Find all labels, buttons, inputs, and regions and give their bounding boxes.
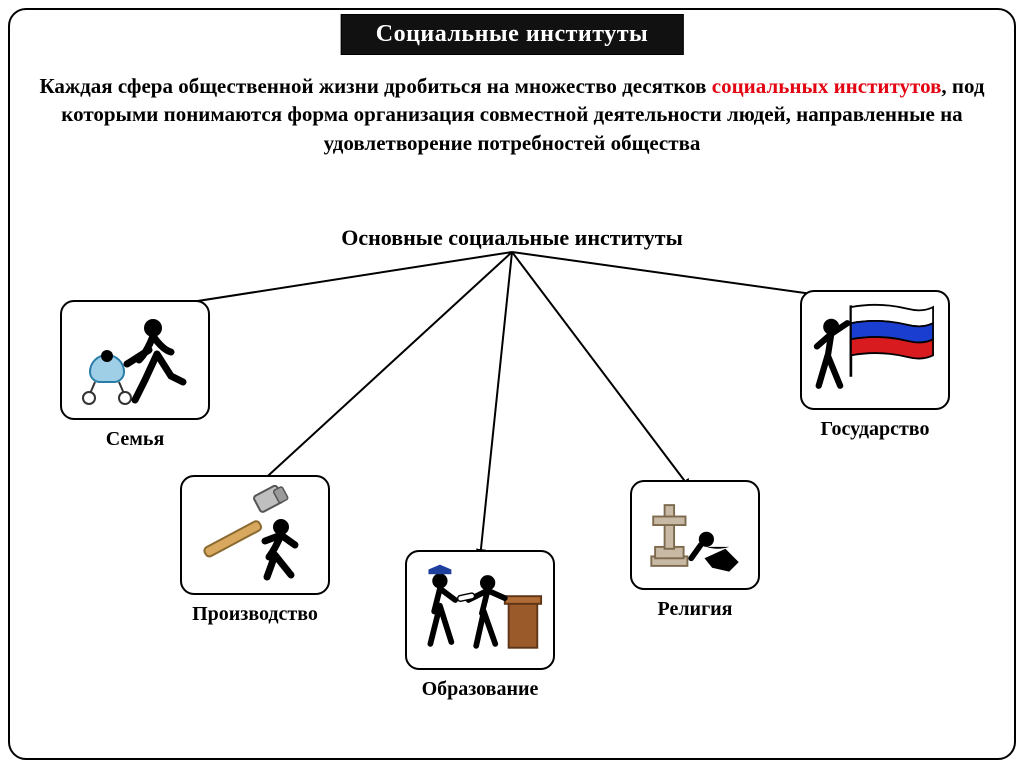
- education-icon-box: [405, 550, 555, 670]
- node-religion: Религия: [630, 480, 760, 621]
- family-label: Семья: [60, 428, 210, 451]
- title-text: Социальные институты: [376, 21, 649, 47]
- node-family: Семья: [60, 300, 210, 451]
- node-state: Государство: [800, 290, 950, 441]
- intro-prefix: Каждая сфера общественной жизни дробитьс…: [39, 74, 711, 98]
- education-icon: [413, 558, 547, 663]
- education-label: Образование: [405, 678, 555, 701]
- title-banner: Социальные институты: [341, 14, 684, 55]
- religion-icon-box: [630, 480, 760, 590]
- state-icon-box: [800, 290, 950, 410]
- religion-icon: [638, 488, 752, 583]
- node-production: Производство: [180, 475, 330, 626]
- subheading: Основные социальные институты: [341, 225, 683, 251]
- intro-text: Каждая сфера общественной жизни дробитьс…: [30, 72, 994, 157]
- intro-highlight: социальных институтов: [712, 74, 942, 98]
- religion-label: Религия: [630, 598, 760, 621]
- node-education: Образование: [405, 550, 555, 701]
- subheading-text: Основные социальные институты: [341, 225, 683, 250]
- production-icon: [190, 485, 320, 585]
- state-label: Государство: [800, 418, 950, 441]
- family-icon: [70, 310, 200, 410]
- production-icon-box: [180, 475, 330, 595]
- family-icon-box: [60, 300, 210, 420]
- production-label: Производство: [180, 603, 330, 626]
- state-icon: [808, 295, 942, 405]
